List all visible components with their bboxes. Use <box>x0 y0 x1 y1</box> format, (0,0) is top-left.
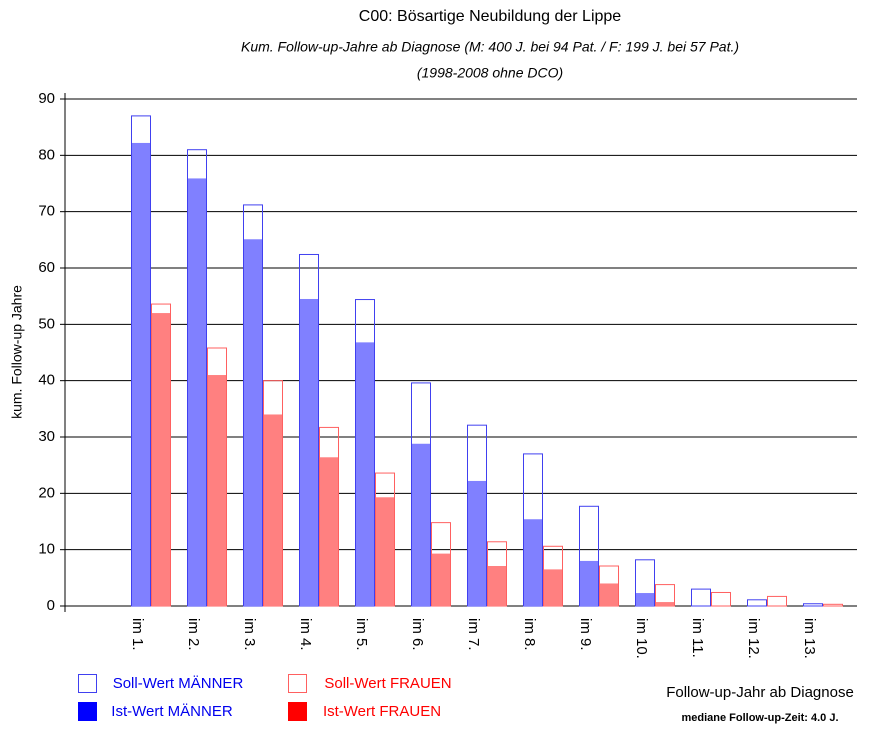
bar <box>376 497 394 606</box>
x-tick-label: im 12. <box>745 618 762 659</box>
legend-label: Ist-Wert FRAUEN <box>323 703 441 720</box>
y-tick-label: 30 <box>38 428 55 445</box>
bar <box>132 142 150 606</box>
bar <box>300 298 318 606</box>
bar <box>544 569 562 606</box>
bar <box>656 602 674 606</box>
x-tick-label: im 1. <box>129 618 146 651</box>
bar <box>524 519 542 606</box>
y-tick-label: 90 <box>38 90 55 107</box>
chart-subtitle: Kum. Follow-up-Jahre ab Diagnose (M: 400… <box>241 39 739 55</box>
x-tick-label: im 5. <box>353 618 370 651</box>
legend-label: Ist-Wert MÄNNER <box>111 703 233 720</box>
bar <box>468 480 486 606</box>
chart-title: C00: Bösartige Neubildung der Lippe <box>359 8 622 25</box>
bar <box>244 239 262 606</box>
y-tick-label: 80 <box>38 146 55 163</box>
x-tick-label: im 3. <box>241 618 258 651</box>
x-tick-label: im 11. <box>689 618 706 658</box>
legend-label: Soll-Wert MÄNNER <box>113 675 244 692</box>
bar <box>152 313 170 606</box>
x-tick-label: im 2. <box>185 618 202 651</box>
bar-outline <box>803 603 823 607</box>
legend-label: Soll-Wert FRAUEN <box>324 675 451 692</box>
x-tick-label: im 10. <box>633 618 650 659</box>
x-tick-label: im 8. <box>521 618 538 651</box>
x-tick-label: im 13. <box>801 618 818 659</box>
legend-swatch <box>78 702 97 721</box>
chart-subtitle: (1998-2008 ohne DCO) <box>417 65 563 81</box>
y-tick-label: 60 <box>38 259 55 276</box>
bar <box>580 560 598 606</box>
note: mediane Follow-up-Zeit: 4.0 J. <box>681 712 838 724</box>
x-tick-label: im 6. <box>409 618 426 651</box>
legend-swatch <box>78 674 97 693</box>
bar-outline <box>711 591 731 607</box>
x-tick-label: im 4. <box>297 618 314 651</box>
y-tick-label: 40 <box>38 372 55 389</box>
bar <box>188 178 206 606</box>
y-tick-label: 10 <box>38 541 55 558</box>
bar <box>600 583 618 606</box>
legend-swatch <box>288 702 307 721</box>
y-axis-label: kum. Follow-up Jahre <box>9 285 25 419</box>
y-tick-label: 20 <box>38 484 55 501</box>
y-tick-label: 0 <box>47 597 55 614</box>
bar <box>412 443 430 606</box>
bar <box>356 342 374 606</box>
bar-outline <box>823 603 843 607</box>
bar-outline <box>691 588 711 607</box>
bar-outline <box>767 595 787 607</box>
legend-swatch <box>288 674 307 693</box>
bar-outline <box>747 599 767 607</box>
x-tick-label: im 7. <box>465 618 482 651</box>
x-axis-label: Follow-up-Jahr ab Diagnose <box>666 684 854 701</box>
y-tick-label: 50 <box>38 315 55 332</box>
bar <box>264 414 282 606</box>
bar <box>320 457 338 606</box>
bar <box>636 593 654 606</box>
bar <box>432 553 450 606</box>
y-tick-label: 70 <box>38 203 55 220</box>
bar <box>208 375 226 606</box>
bar <box>488 566 506 606</box>
x-tick-label: im 9. <box>577 618 594 651</box>
